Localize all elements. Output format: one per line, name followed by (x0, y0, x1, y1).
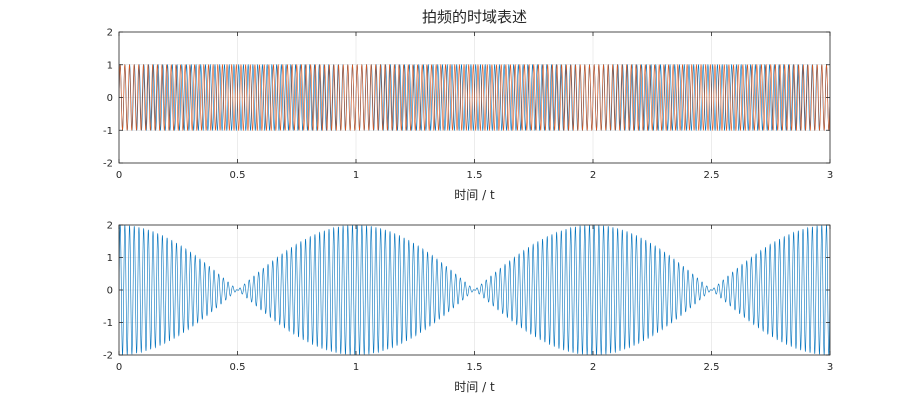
chart-title: 拍频的时域表述 (422, 8, 527, 26)
y-tick-label: -1 (103, 126, 113, 137)
x-tick-label: 1 (353, 170, 359, 181)
x-tick-label: 1 (353, 362, 359, 373)
x-tick-label: 2.5 (704, 362, 720, 373)
y-tick-label: 0 (107, 93, 113, 104)
x-tick-label: 2 (590, 170, 596, 181)
y-tick-label: 1 (107, 60, 113, 71)
x-ticks: 0 0.5 1 1.5 2 2.5 3 (116, 225, 833, 373)
x-tick-label: 1.5 (467, 362, 483, 373)
axes-bottom: 0 0.5 1 1.5 2 2.5 3 -2 -1 0 1 2 时间 / t (103, 221, 833, 395)
y-tick-label: 2 (107, 221, 113, 232)
x-tick-label: 3 (827, 362, 833, 373)
x-tick-label: 0.5 (230, 362, 246, 373)
y-tick-label: -2 (103, 351, 113, 362)
x-tick-label: 0 (116, 362, 122, 373)
x-tick-label: 0 (116, 170, 122, 181)
x-tick-label: 2 (590, 362, 596, 373)
x-tick-label: 1.5 (467, 170, 483, 181)
x-axis-label: 时间 / t (454, 380, 495, 394)
y-tick-label: 2 (107, 28, 113, 39)
axes-top: 0 0.5 1 1.5 2 2.5 3 -2 -1 0 1 2 拍频的时域表述 时间 / t (103, 8, 833, 202)
series-group (119, 63, 830, 132)
x-tick-label: 3 (827, 170, 833, 181)
series-line (119, 63, 830, 132)
x-ticks: 0 0.5 1 1.5 2 2.5 3 (116, 32, 833, 181)
y-tick-label: 1 (107, 253, 113, 264)
x-tick-label: 0.5 (230, 170, 246, 181)
x-tick-label: 2.5 (704, 170, 720, 181)
y-tick-label: -1 (103, 318, 113, 329)
series-line (119, 225, 830, 355)
y-ticks: -2 -1 0 1 2 (103, 28, 830, 170)
series-group (119, 225, 830, 355)
x-axis-label: 时间 / t (454, 188, 495, 202)
y-tick-label: -2 (103, 159, 113, 170)
y-tick-label: 0 (107, 286, 113, 297)
y-ticks: -2 -1 0 1 2 (103, 221, 830, 362)
